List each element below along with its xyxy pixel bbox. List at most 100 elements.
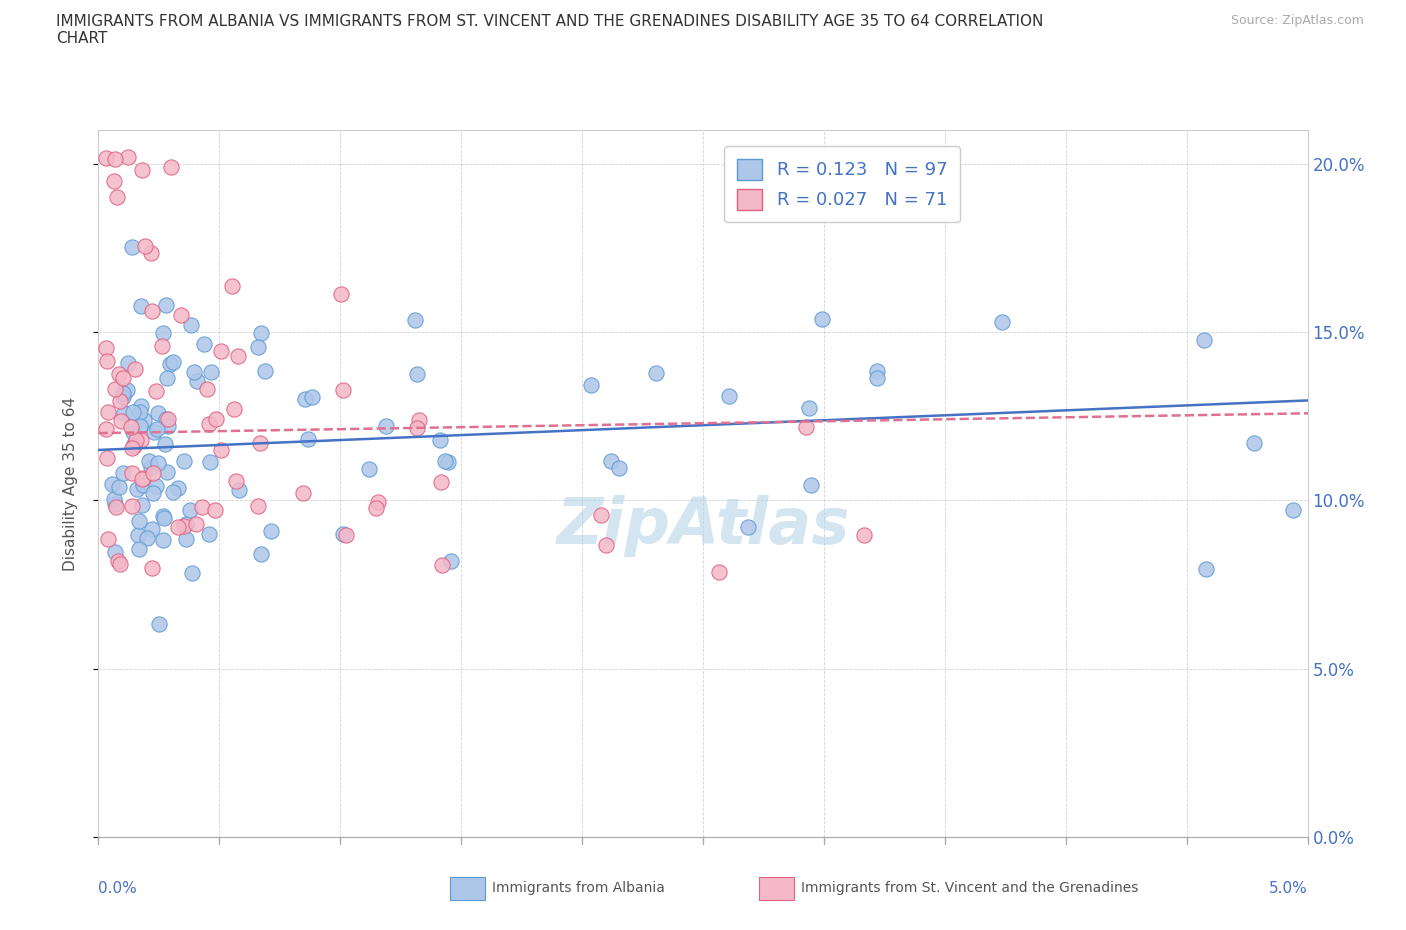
Point <box>129 418 152 433</box>
Point <box>125 432 148 447</box>
Point <box>156 418 179 433</box>
Point <box>200 365 222 379</box>
Point <box>228 483 250 498</box>
Point <box>121 425 143 440</box>
Point <box>110 413 132 428</box>
Point <box>717 389 740 404</box>
Text: IMMIGRANTS FROM ALBANIA VS IMMIGRANTS FROM ST. VINCENT AND THE GRENADINES DISABI: IMMIGRANTS FROM ALBANIA VS IMMIGRANTS FR… <box>56 14 1043 46</box>
Point <box>183 365 205 379</box>
Point <box>97 531 120 546</box>
Point <box>146 406 169 421</box>
Point <box>129 299 152 313</box>
Point <box>332 526 354 541</box>
Point <box>195 381 218 396</box>
Point <box>145 479 167 494</box>
Point <box>122 438 145 453</box>
Point <box>430 558 453 573</box>
Text: 5.0%: 5.0% <box>1268 881 1308 896</box>
Point <box>105 499 128 514</box>
Point <box>222 402 245 417</box>
Point <box>121 441 143 456</box>
Point <box>367 495 389 510</box>
Point <box>152 532 174 547</box>
Point <box>198 526 221 541</box>
Point <box>104 381 127 396</box>
Point <box>135 530 157 545</box>
Point <box>181 565 204 580</box>
Point <box>131 163 153 178</box>
Y-axis label: Disability Age 35 to 64: Disability Age 35 to 64 <box>63 396 77 571</box>
Point <box>131 498 153 512</box>
Point <box>115 382 138 397</box>
Point <box>94 340 117 355</box>
Point <box>249 436 271 451</box>
Point <box>1282 503 1305 518</box>
Point <box>1195 562 1218 577</box>
Point <box>103 173 125 188</box>
Point <box>129 399 152 414</box>
Point <box>991 314 1014 329</box>
Point <box>101 476 124 491</box>
Legend: R = 0.123   N = 97, R = 0.027   N = 71: R = 0.123 N = 97, R = 0.027 N = 71 <box>724 146 960 222</box>
Point <box>430 474 453 489</box>
Point <box>142 465 165 480</box>
Point <box>159 356 181 371</box>
Point <box>209 344 232 359</box>
Point <box>330 286 353 301</box>
Point <box>332 382 354 397</box>
Point <box>800 478 823 493</box>
Point <box>607 460 630 475</box>
Point <box>117 355 139 370</box>
Point <box>104 497 127 512</box>
Point <box>153 511 176 525</box>
Point <box>141 561 163 576</box>
Text: Source: ZipAtlas.com: Source: ZipAtlas.com <box>1230 14 1364 27</box>
Point <box>121 465 143 480</box>
Point <box>167 520 190 535</box>
Point <box>174 517 197 532</box>
Point <box>866 370 889 385</box>
Point <box>797 401 820 416</box>
Point <box>1192 332 1215 347</box>
Point <box>148 617 170 631</box>
Point <box>249 547 271 562</box>
Point <box>359 461 381 476</box>
Point <box>794 419 817 434</box>
Point <box>866 364 889 379</box>
Point <box>186 374 208 389</box>
Point <box>121 240 143 255</box>
Point <box>152 326 174 341</box>
Point <box>221 278 243 293</box>
Point <box>173 453 195 468</box>
Point <box>579 378 602 392</box>
Point <box>111 465 134 480</box>
Point <box>193 337 215 352</box>
Point <box>595 538 617 552</box>
Point <box>121 498 143 513</box>
Point <box>180 317 202 332</box>
Point <box>124 362 146 377</box>
Text: Immigrants from St. Vincent and the Grenadines: Immigrants from St. Vincent and the Gren… <box>801 881 1139 896</box>
Point <box>107 190 129 205</box>
Text: Immigrants from Albania: Immigrants from Albania <box>492 881 665 896</box>
Point <box>810 312 832 326</box>
Point <box>156 371 179 386</box>
Point <box>131 472 153 486</box>
Point <box>406 366 429 381</box>
Point <box>645 365 668 380</box>
Point <box>138 453 160 468</box>
Point <box>204 503 226 518</box>
Point <box>150 339 173 353</box>
Point <box>103 491 125 506</box>
Point <box>364 500 387 515</box>
Point <box>429 432 451 447</box>
Point <box>129 432 152 447</box>
Point <box>107 366 129 381</box>
Point <box>225 473 247 488</box>
Point <box>120 419 142 434</box>
Point <box>737 519 759 534</box>
Point <box>108 393 131 408</box>
Point <box>148 456 170 471</box>
Point <box>96 450 118 465</box>
Point <box>132 478 155 493</box>
